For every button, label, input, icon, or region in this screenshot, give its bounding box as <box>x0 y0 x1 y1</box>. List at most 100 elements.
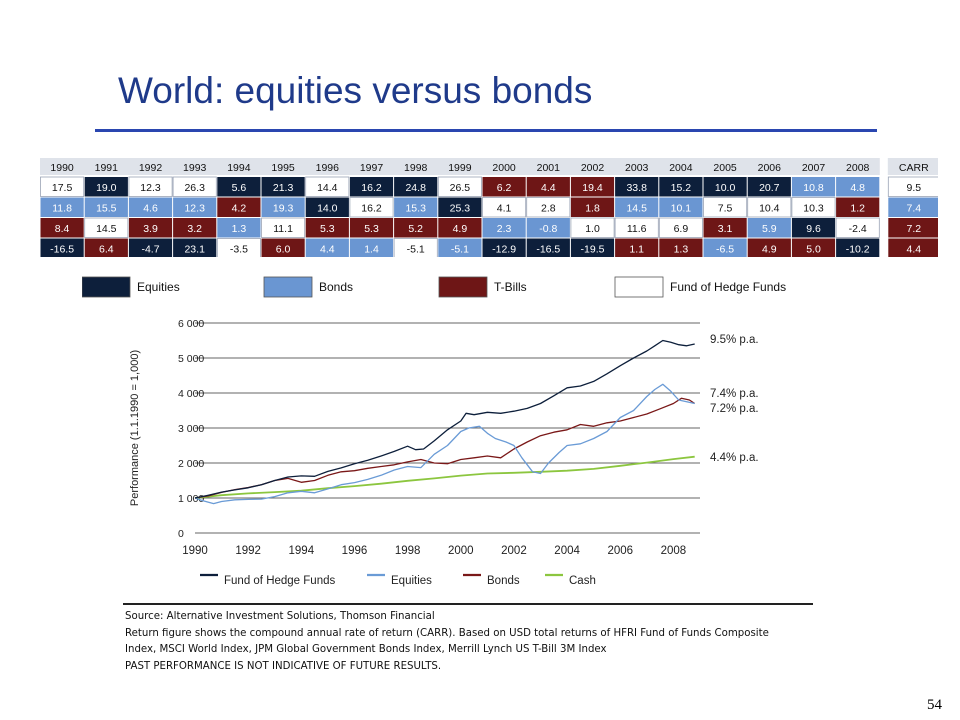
table-header-cell: 1997 <box>360 162 384 174</box>
page-number: 54 <box>927 697 942 714</box>
table-cell-value: 4.1 <box>497 202 512 214</box>
y-tick-label: 1 000 <box>178 493 204 505</box>
y-tick-label: 5 000 <box>178 353 204 365</box>
table-cell-value: 5.3 <box>320 223 335 235</box>
legend-label: T-Bills <box>494 280 527 294</box>
table-cell-value: 1.4 <box>364 243 379 255</box>
source-divider <box>123 603 813 605</box>
table-cell-value: 4.9 <box>762 243 777 255</box>
table-cell-value: -3.5 <box>230 243 248 255</box>
table-cell-value: 15.3 <box>405 202 426 214</box>
table-cell-value: 1.3 <box>674 243 689 255</box>
x-tick-label: 1998 <box>395 545 421 557</box>
table-cell-value: 6.4 <box>99 243 114 255</box>
table-cell-value: 4.4 <box>906 243 921 255</box>
table-cell-value: -19.5 <box>581 243 605 255</box>
table-cell-value: 5.3 <box>364 223 379 235</box>
y-tick-label: 0 <box>178 528 184 540</box>
table-cell-value: 4.6 <box>143 202 158 214</box>
table-header-cell: CARR <box>899 162 929 174</box>
table-cell-value: 1.0 <box>585 223 600 235</box>
table-cell-value: 20.7 <box>759 182 780 194</box>
table-cell-value: -0.8 <box>539 223 557 235</box>
table-cell-value: 1.8 <box>585 202 600 214</box>
chart-legend-label: Equities <box>391 575 432 587</box>
table-cell-value: 6.2 <box>497 182 512 194</box>
legend-swatch-e <box>82 277 130 297</box>
table-cell-value: 33.8 <box>626 182 647 194</box>
table-cell-value: -16.5 <box>536 243 560 255</box>
table-cell-value: 4.4 <box>541 182 556 194</box>
table-cell-value: 14.5 <box>626 202 647 214</box>
table-cell-value: 4.9 <box>453 223 468 235</box>
table-cell-value: 6.9 <box>674 223 689 235</box>
legend-swatch-f <box>615 277 663 297</box>
disclaimer-line: PAST PERFORMANCE IS NOT INDICATIVE OF FU… <box>125 661 845 672</box>
y-axis-label: Performance (1.1.1990 = 1,000) <box>129 350 141 506</box>
x-tick-label: 1996 <box>342 545 368 557</box>
x-tick-label: 2006 <box>607 545 633 557</box>
y-tick-label: 4 000 <box>178 388 204 400</box>
table-cell-value: -6.5 <box>716 243 734 255</box>
table-cell-value: 1.2 <box>850 202 865 214</box>
table-cell-value: -10.2 <box>846 243 870 255</box>
table-cell-value: 7.5 <box>718 202 733 214</box>
x-tick-label: 1990 <box>182 545 208 557</box>
table-cell-value: 8.4 <box>55 223 70 235</box>
table-cell-value: 25.3 <box>450 202 471 214</box>
annual-returns-table: 1990 1991 1992 1993 1994 1995 1996 1997 1998 1999… <box>40 158 938 257</box>
table-header-cell: 1990 <box>50 162 74 174</box>
table-cell-value: -2.4 <box>849 223 867 235</box>
table-cell-value: 14.0 <box>317 202 338 214</box>
performance-line-chart: 0 1 000 2 000 3 000 4 000 5 000 6 000 1990 1992 1… <box>120 310 840 590</box>
table-cell-value: 12.3 <box>184 202 205 214</box>
series-line-fund-of-hedge-funds <box>195 341 695 499</box>
table-cell-value: 3.2 <box>187 223 202 235</box>
table-header-cell: 1993 <box>183 162 207 174</box>
table-cell-value: 2.8 <box>541 202 556 214</box>
table-header-cell: 2003 <box>625 162 649 174</box>
chart-legend-label: Fund of Hedge Funds <box>224 575 335 587</box>
legend-label: Fund of Hedge Funds <box>670 280 786 294</box>
table-header-cell: 2000 <box>492 162 516 174</box>
table-cell-value: 7.4 <box>906 202 921 214</box>
table-header-cell: 1991 <box>95 162 119 174</box>
series-line-bonds <box>195 398 695 498</box>
table-header-cell: 2002 <box>581 162 605 174</box>
table-cell-value: 19.3 <box>273 202 294 214</box>
table-header-cell: 2006 <box>758 162 782 174</box>
table-cell-value: 24.8 <box>405 182 426 194</box>
series-line-equities <box>195 384 695 503</box>
table-cell-value: 21.3 <box>273 182 294 194</box>
source-line: Source: Alternative Investment Solutions… <box>125 611 845 622</box>
table-cell-value: -5.1 <box>407 243 425 255</box>
legend-swatch-t <box>439 277 487 297</box>
table-cell-value: 3.1 <box>718 223 733 235</box>
y-tick-label: 6 000 <box>178 318 204 330</box>
table-cell-value: 16.2 <box>361 202 382 214</box>
table-cell-value: 3.9 <box>143 223 158 235</box>
table-cell-value: -4.7 <box>141 243 159 255</box>
table-cell-value: 5.9 <box>762 223 777 235</box>
title-underline <box>95 129 877 132</box>
legend-swatch-b <box>264 277 312 297</box>
table-cell-value: 4.4 <box>320 243 335 255</box>
table-cell-value: 10.1 <box>671 202 692 214</box>
table-header-cell: 2004 <box>669 162 693 174</box>
note-line: Return figure shows the compound annual … <box>125 628 845 639</box>
x-tick-label: 2000 <box>448 545 474 557</box>
table-cell-value: 5.6 <box>232 182 247 194</box>
table-cell-value: 12.3 <box>140 182 161 194</box>
table-cell-value: 26.5 <box>450 182 471 194</box>
y-tick-label: 3 000 <box>178 423 204 435</box>
x-tick-label: 1992 <box>235 545 261 557</box>
table-cell-value: 11.6 <box>627 223 647 235</box>
series-end-label: 4.4% p.a. <box>710 452 759 464</box>
table-cell-value: 14.4 <box>317 182 338 194</box>
table-cell-value: 6.0 <box>276 243 291 255</box>
table-cell-value: -12.9 <box>492 243 516 255</box>
table-cell-value: 15.2 <box>671 182 692 194</box>
table-cell-value: 11.8 <box>52 202 72 214</box>
table-cell-value: 10.0 <box>715 182 736 194</box>
table-cell-value: 19.4 <box>582 182 603 194</box>
